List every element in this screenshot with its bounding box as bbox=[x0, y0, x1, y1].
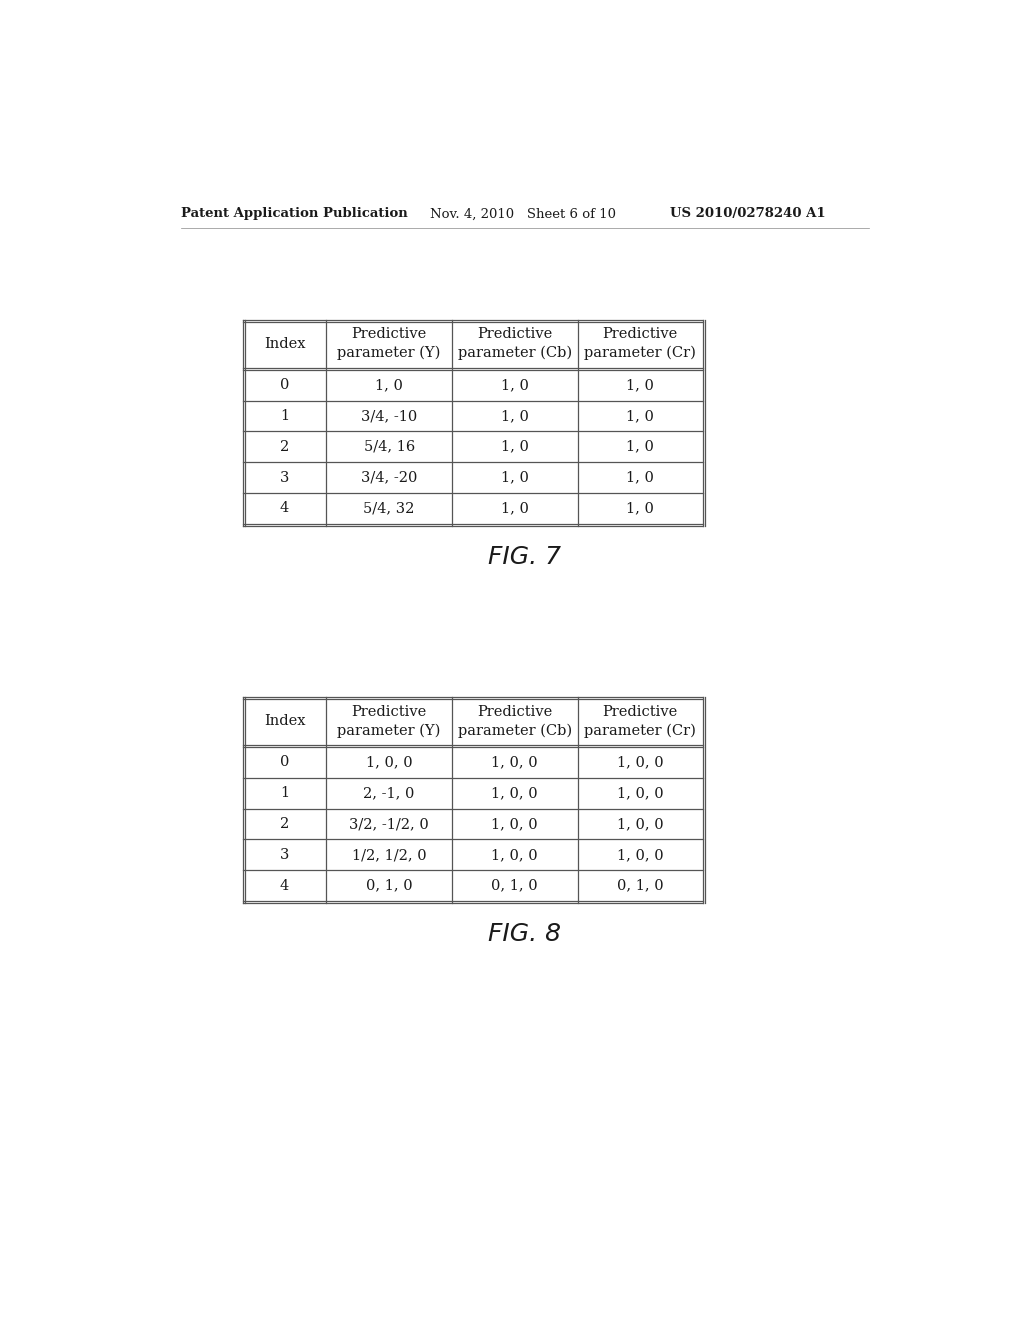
Text: 1, 0: 1, 0 bbox=[501, 409, 528, 422]
Text: 1, 0, 0: 1, 0, 0 bbox=[617, 787, 664, 800]
Text: 1, 0: 1, 0 bbox=[375, 378, 403, 392]
Text: 0: 0 bbox=[280, 378, 289, 392]
Text: 3: 3 bbox=[280, 847, 289, 862]
Text: Index: Index bbox=[264, 337, 305, 351]
Text: Predictive
parameter (Cb): Predictive parameter (Cb) bbox=[458, 705, 571, 738]
Text: Index: Index bbox=[264, 714, 305, 729]
Text: 3/4, -10: 3/4, -10 bbox=[361, 409, 418, 422]
Text: Nov. 4, 2010   Sheet 6 of 10: Nov. 4, 2010 Sheet 6 of 10 bbox=[430, 207, 616, 220]
Text: 1: 1 bbox=[280, 409, 289, 422]
Text: 2: 2 bbox=[280, 817, 289, 832]
Text: Predictive
parameter (Cr): Predictive parameter (Cr) bbox=[585, 705, 696, 738]
Text: 0, 1, 0: 0, 1, 0 bbox=[617, 879, 664, 892]
Text: US 2010/0278240 A1: US 2010/0278240 A1 bbox=[671, 207, 826, 220]
Text: 1, 0, 0: 1, 0, 0 bbox=[492, 847, 538, 862]
Text: 1, 0: 1, 0 bbox=[627, 470, 654, 484]
Text: 2, -1, 0: 2, -1, 0 bbox=[364, 787, 415, 800]
Text: 1, 0: 1, 0 bbox=[627, 502, 654, 515]
Text: 0, 1, 0: 0, 1, 0 bbox=[366, 879, 413, 892]
Text: Predictive
parameter (Y): Predictive parameter (Y) bbox=[338, 705, 441, 738]
Text: 1, 0: 1, 0 bbox=[627, 409, 654, 422]
Text: 1, 0, 0: 1, 0, 0 bbox=[492, 787, 538, 800]
Text: 3: 3 bbox=[280, 470, 289, 484]
Text: FIG. 7: FIG. 7 bbox=[488, 545, 561, 569]
Text: 5/4, 16: 5/4, 16 bbox=[364, 440, 415, 454]
Text: Patent Application Publication: Patent Application Publication bbox=[180, 207, 408, 220]
Text: 1/2, 1/2, 0: 1/2, 1/2, 0 bbox=[352, 847, 426, 862]
Text: 1, 0, 0: 1, 0, 0 bbox=[366, 755, 413, 770]
Text: 5/4, 32: 5/4, 32 bbox=[364, 502, 415, 515]
Text: 1, 0: 1, 0 bbox=[501, 440, 528, 454]
Text: 1, 0, 0: 1, 0, 0 bbox=[617, 817, 664, 832]
Text: 1, 0: 1, 0 bbox=[501, 378, 528, 392]
Text: 1: 1 bbox=[280, 787, 289, 800]
Text: 1, 0, 0: 1, 0, 0 bbox=[492, 755, 538, 770]
Text: 2: 2 bbox=[280, 440, 289, 454]
Text: 0: 0 bbox=[280, 755, 289, 770]
Text: 1, 0: 1, 0 bbox=[501, 502, 528, 515]
Text: Predictive
parameter (Y): Predictive parameter (Y) bbox=[338, 327, 441, 360]
Text: Predictive
parameter (Cr): Predictive parameter (Cr) bbox=[585, 327, 696, 360]
Text: 4: 4 bbox=[280, 879, 289, 892]
Text: 3/2, -1/2, 0: 3/2, -1/2, 0 bbox=[349, 817, 429, 832]
Text: 1, 0, 0: 1, 0, 0 bbox=[617, 847, 664, 862]
Text: 3/4, -20: 3/4, -20 bbox=[361, 470, 418, 484]
Text: 1, 0: 1, 0 bbox=[627, 440, 654, 454]
Text: FIG. 8: FIG. 8 bbox=[488, 923, 561, 946]
Text: 0, 1, 0: 0, 1, 0 bbox=[492, 879, 538, 892]
Text: 1, 0: 1, 0 bbox=[627, 378, 654, 392]
Text: 1, 0, 0: 1, 0, 0 bbox=[492, 817, 538, 832]
Text: Predictive
parameter (Cb): Predictive parameter (Cb) bbox=[458, 327, 571, 360]
Text: 4: 4 bbox=[280, 502, 289, 515]
Text: 1, 0, 0: 1, 0, 0 bbox=[617, 755, 664, 770]
Text: 1, 0: 1, 0 bbox=[501, 470, 528, 484]
